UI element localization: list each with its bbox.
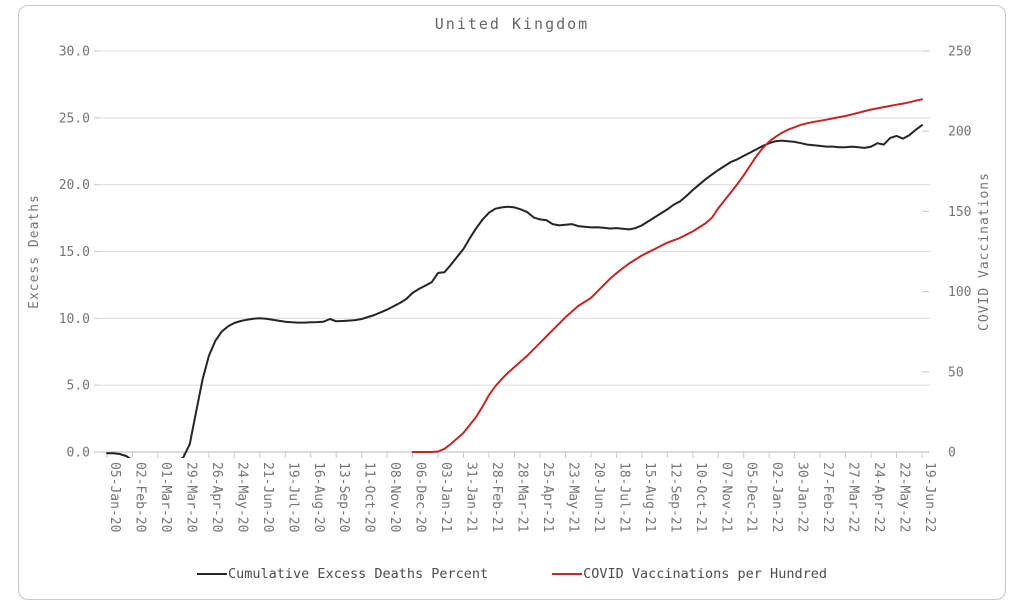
legend-item-excess-deaths: Cumulative Excess Deaths Percent [197,566,488,582]
vaccinations-line-swatch-icon [552,573,583,575]
left-axis-tick-label: 30.0 [59,45,90,60]
right-axis-tick-label: 50 [948,365,964,380]
left-axis-title: Excess Deaths [27,194,42,309]
left-axis-tick-label: 25.0 [59,111,90,126]
x-axis-tick-label: 02-Feb-20 [132,462,147,532]
x-axis-tick-label: 16-Aug-20 [311,462,326,532]
x-axis-tick-label: 23-May-21 [565,462,580,532]
x-axis-tick-label: 06-Dec-20 [413,462,428,532]
x-axis-tick-label: 22-May-22 [897,462,912,532]
right-axis-tick-label: 100 [948,285,971,300]
excess-deaths-line-swatch-icon [197,573,228,575]
x-axis-tick-label: 15-Aug-21 [642,462,657,532]
x-axis-tick-label: 29-Mar-20 [183,462,198,532]
x-axis-tick-label: 28-Feb-21 [489,462,504,532]
x-axis-tick-label: 13-Sep-20 [336,462,351,532]
x-axis-tick-label: 07-Nov-21 [718,462,733,532]
excess-deaths-line [106,124,923,458]
left-axis-tick-label: 5.0 [67,379,90,394]
x-axis-tick-label: 19-Jul-20 [285,462,300,532]
x-axis-tick-label: 11-Oct-20 [362,462,377,532]
x-axis-tick-label: 31-Jan-21 [464,462,479,532]
right-axis-tick-label: 200 [948,125,971,140]
x-axis-tick-label: 30-Jan-22 [795,462,810,532]
x-axis-tick-label: 05-Jan-20 [107,462,122,532]
chart-legend: Cumulative Excess Deaths Percent COVID V… [0,566,1024,582]
right-axis-title: COVID Vaccinations [977,172,992,331]
x-axis-tick-label: 02-Jan-22 [769,462,784,532]
x-axis-tick-label: 19-Jun-22 [922,462,937,532]
legend-label: Cumulative Excess Deaths Percent [228,566,489,582]
x-axis-tick-label: 12-Sep-21 [667,462,682,532]
x-axis-tick-label: 24-Apr-22 [871,462,886,532]
vaccinations-line [411,98,923,453]
x-axis-tick-label: 01-Mar-20 [158,462,173,532]
right-axis-tick-label: 250 [948,45,971,60]
right-axis-tick-label: 0 [948,446,956,461]
left-axis-tick-label: 0.0 [67,446,90,461]
x-axis-tick-label: 24-May-20 [234,462,249,532]
x-axis-tick-label: 26-Apr-20 [209,462,224,532]
x-axis-tick-label: 27-Feb-22 [820,462,835,532]
legend-item-vaccinations: COVID Vaccinations per Hundred [552,566,827,582]
x-axis-tick-label: 20-Jun-21 [591,462,606,532]
x-axis-tick-label: 10-Oct-21 [693,462,708,532]
x-axis-tick-label: 03-Jan-21 [438,462,453,532]
left-axis-tick-label: 10.0 [59,312,90,327]
x-axis-tick-label: 08-Nov-20 [387,462,402,532]
right-axis-tick-label: 150 [948,205,971,220]
chart-card [18,5,1006,600]
chart-title: United Kingdom [434,15,590,33]
legend-label: COVID Vaccinations per Hundred [583,566,827,582]
x-axis-tick-label: 21-Jun-20 [260,462,275,532]
left-axis-tick-label: 20.0 [59,178,90,193]
x-axis-tick-label: 27-Mar-22 [846,462,861,532]
x-axis-tick-label: 25-Apr-21 [540,462,555,532]
x-axis-tick-label: 28-Mar-21 [515,462,530,532]
x-axis-tick-label: 05-Dec-21 [744,462,759,532]
x-axis-tick-label: 18-Jul-21 [616,462,631,532]
left-axis-tick-label: 15.0 [59,245,90,260]
